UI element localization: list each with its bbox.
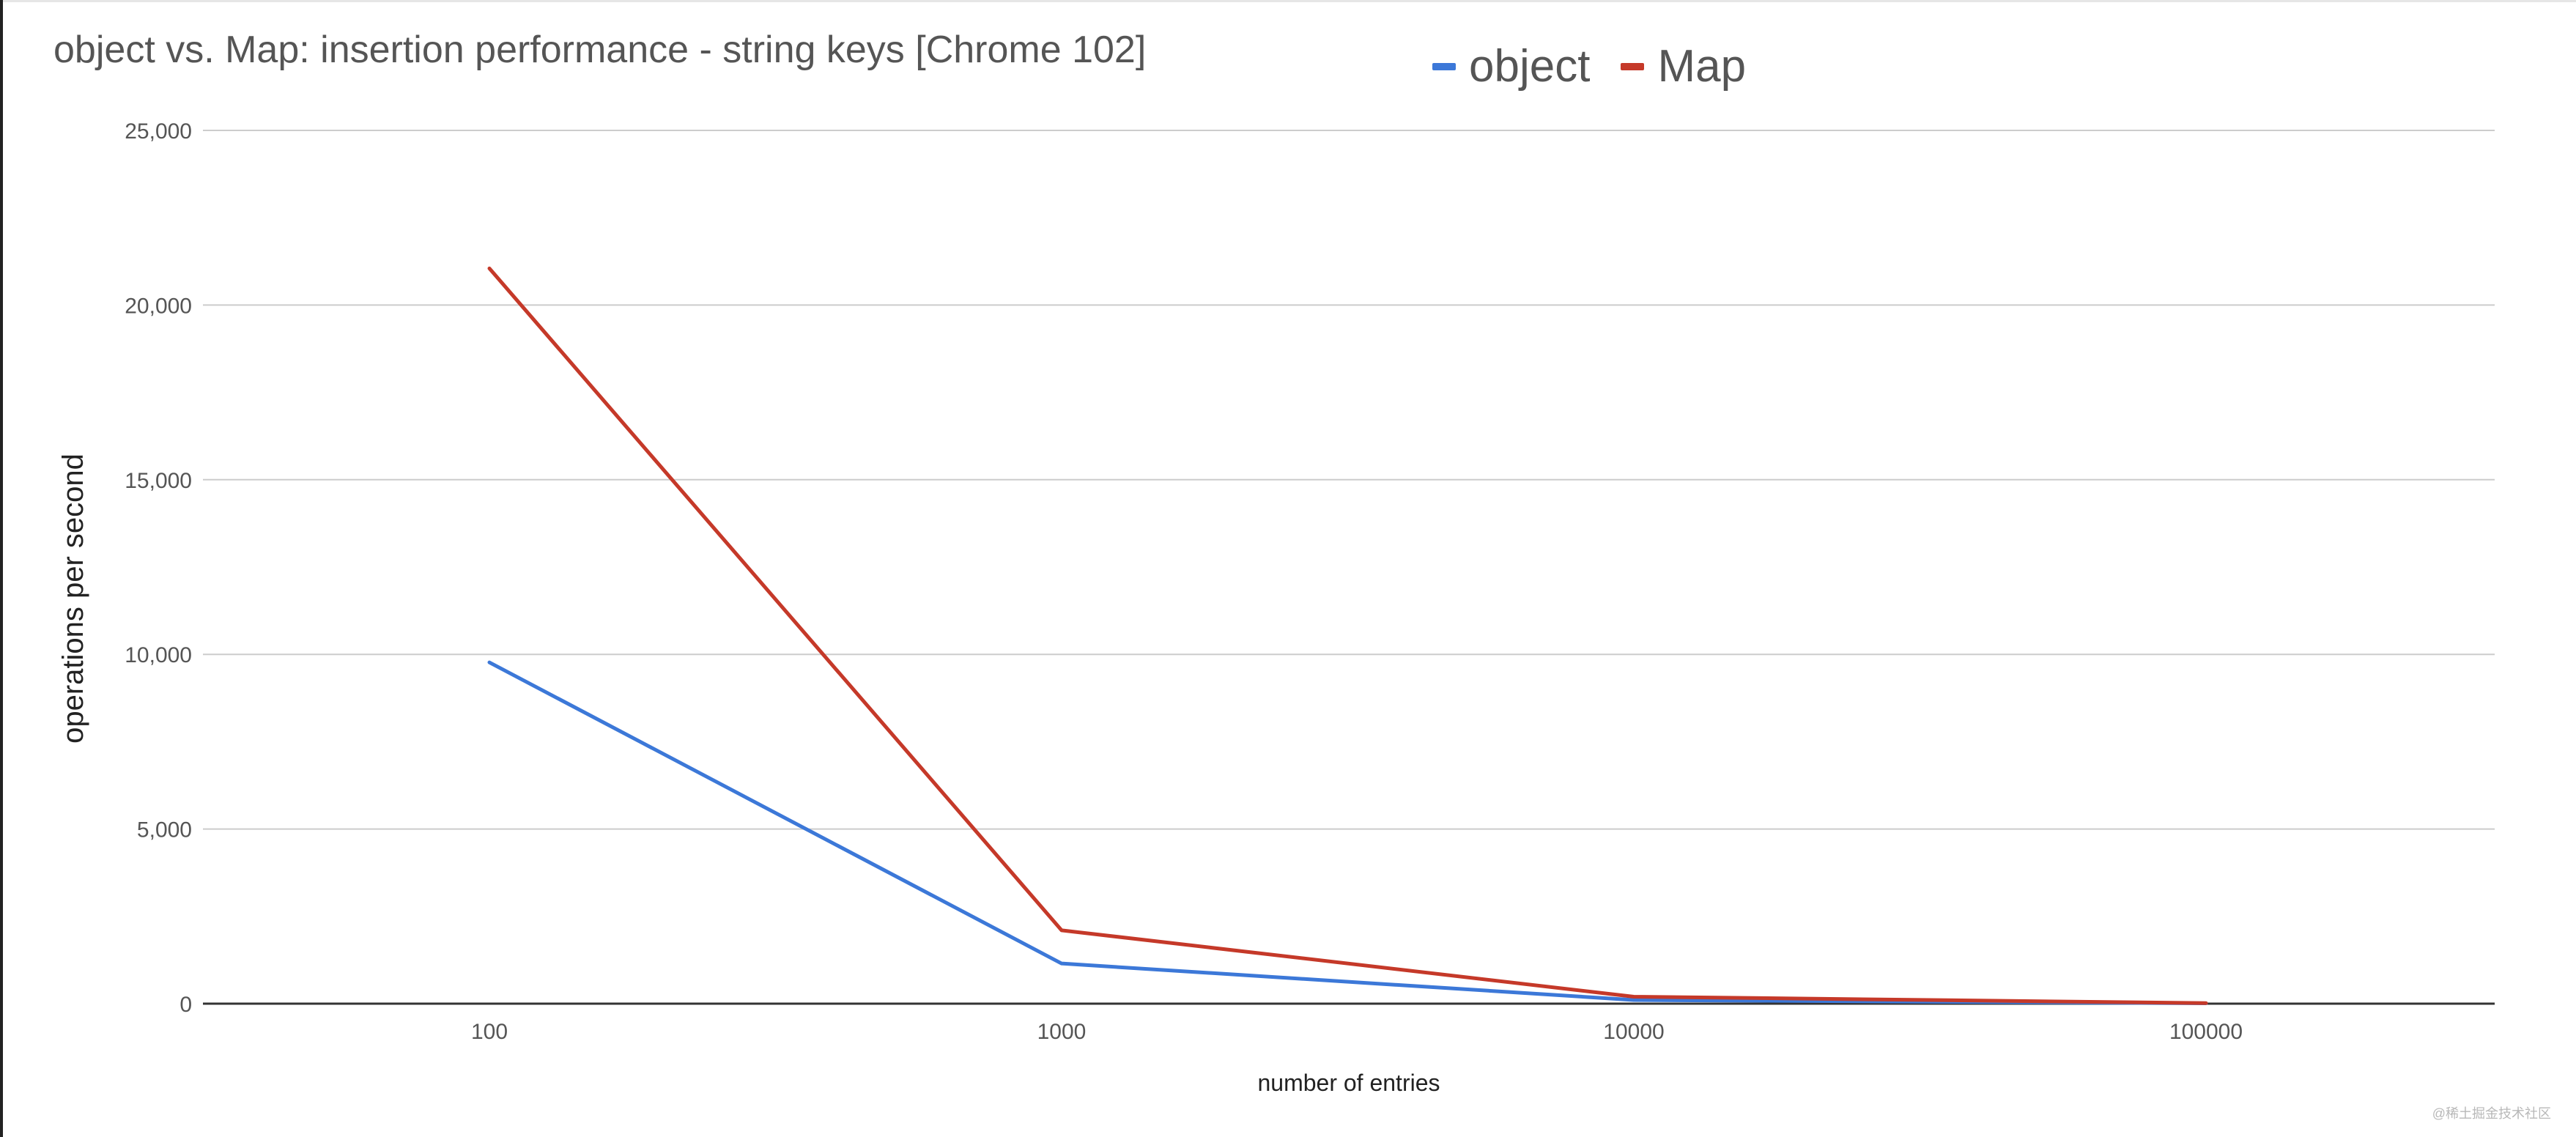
legend-item-map: Map [1621, 40, 1746, 92]
y-tick-label: 20,000 [125, 294, 192, 318]
x-tick-label: 100 [471, 1020, 508, 1044]
left-border [0, 0, 3, 1137]
legend-swatch-object [1432, 62, 1456, 70]
chart-title: object vs. Map: insertion performance - … [53, 29, 1147, 71]
top-border [0, 0, 2576, 2]
x-tick-label: 10000 [1603, 1020, 1664, 1044]
legend-label-object: object [1469, 41, 1591, 92]
y-axis-title: operations per second [57, 453, 89, 744]
legend-label-map: Map [1657, 41, 1747, 92]
y-tick-label: 25,000 [125, 119, 192, 144]
series-line-map [487, 266, 2208, 1005]
y-tick-label: 5,000 [137, 818, 192, 842]
x-tick-label: 1000 [1037, 1020, 1087, 1044]
series-line-object [487, 660, 2208, 1006]
x-tick-label: 100000 [2169, 1020, 2243, 1044]
watermark: @稀土掘金技术社区 [2432, 1106, 2551, 1121]
x-axis-title: number of entries [1257, 1070, 1440, 1096]
y-tick-label: 10,000 [125, 643, 192, 667]
legend: object Map [1432, 40, 1777, 92]
y-tick-label: 15,000 [125, 469, 192, 493]
legend-swatch-map [1621, 62, 1645, 70]
legend-item-object: object [1432, 40, 1590, 92]
y-tick-label: 0 [179, 993, 192, 1017]
